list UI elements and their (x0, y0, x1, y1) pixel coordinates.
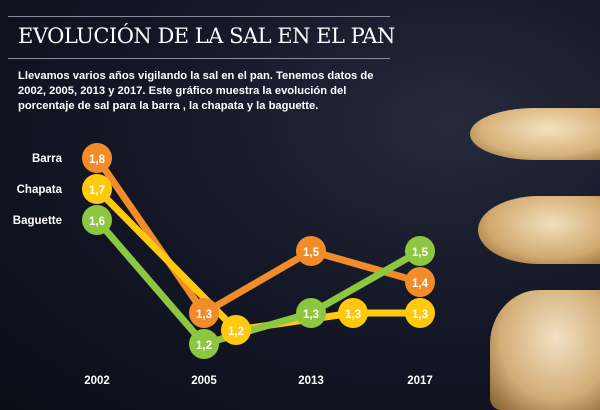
data-point (82, 143, 112, 173)
legend-label-chapata: Chapata (17, 184, 63, 196)
legend-label-baguette: Baguette (13, 215, 62, 227)
data-label: 1,4 (412, 278, 429, 290)
data-label: 1,2 (228, 326, 244, 338)
data-label: 1,2 (196, 340, 212, 352)
data-point (82, 205, 112, 235)
data-label: 1,3 (412, 309, 428, 321)
description: Llevamos varios años vigilando la sal en… (18, 70, 374, 112)
data-point (82, 174, 112, 204)
bread-baguette-image (490, 290, 600, 410)
title-rule (8, 58, 390, 59)
top-rule (8, 16, 390, 17)
x-tick-label: 2013 (298, 375, 324, 387)
series-line-chapata (94, 186, 420, 334)
bread-barra-image (470, 108, 600, 160)
data-point (296, 298, 326, 328)
data-label: 1,3 (345, 309, 361, 321)
series-line-barra (94, 156, 421, 318)
data-label: 1,7 (89, 185, 105, 197)
x-tick-label: 2017 (407, 375, 433, 387)
data-point (189, 298, 219, 328)
bread-chapata-image (478, 196, 600, 264)
legend-label-barra: Barra (32, 153, 63, 165)
data-point (296, 236, 326, 266)
series-line-baguette (94, 217, 422, 348)
page-title: EVOLUCIÓN DE LA SAL EN EL PAN (18, 24, 395, 48)
data-label: 1,3 (303, 309, 319, 321)
data-label: 1,5 (412, 247, 429, 259)
data-label: 1,5 (303, 247, 320, 259)
data-point (405, 298, 435, 328)
data-label: 1,8 (89, 154, 106, 166)
data-point (405, 236, 435, 266)
x-tick-label: 2002 (84, 375, 110, 387)
data-point (338, 298, 368, 328)
data-label: 1,3 (196, 309, 212, 321)
data-point (221, 315, 251, 345)
data-point (405, 267, 435, 297)
data-label: 1,6 (89, 216, 105, 228)
data-point (189, 329, 219, 359)
x-tick-label: 2005 (191, 375, 217, 387)
